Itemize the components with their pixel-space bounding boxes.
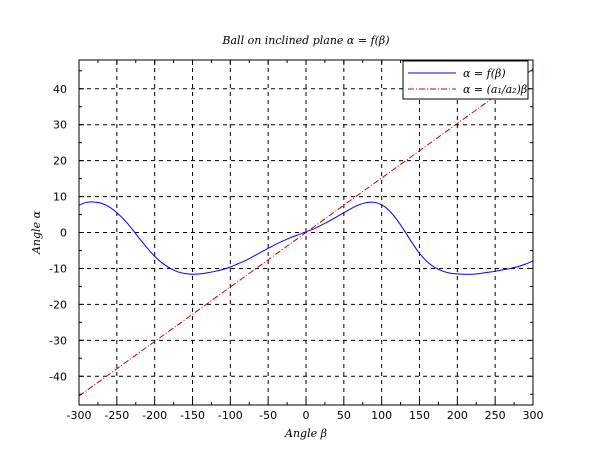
y-tick-label: 20 xyxy=(53,155,67,168)
y-tick-label: 40 xyxy=(53,83,67,96)
x-tick-label: 150 xyxy=(409,409,430,422)
chart-title: Ball on inclined plane α = f(β) xyxy=(221,34,389,47)
y-tick-label: -40 xyxy=(49,370,67,383)
ticks: -300 -250 -200 -150 -100 -50 0 50 100 150 200 250 30… xyxy=(49,60,544,422)
x-tick-label: -100 xyxy=(218,409,243,422)
x-axis-title: Angle β xyxy=(284,427,327,440)
plot-area xyxy=(78,68,534,397)
x-tick-label: -150 xyxy=(180,409,205,422)
x-tick-label: -250 xyxy=(104,409,129,422)
legend: α = f(β) α = (a₁/a₂)β xyxy=(402,60,529,100)
legend-label-f-beta: α = f(β) xyxy=(463,67,506,80)
y-tick-label: -10 xyxy=(49,262,67,275)
y-tick-label: 10 xyxy=(53,191,67,204)
legend-box xyxy=(402,60,529,100)
legend-label-linear: α = (a₁/a₂)β xyxy=(463,83,527,96)
y-tick-label: -20 xyxy=(49,298,67,311)
x-tick-label: 100 xyxy=(371,409,392,422)
x-tick-label: -300 xyxy=(67,409,92,422)
x-tick-label: -50 xyxy=(259,409,277,422)
x-tick-label: -200 xyxy=(142,409,167,422)
x-tick-label: 50 xyxy=(337,409,351,422)
y-tick-label: 0 xyxy=(60,227,67,240)
series-line-linear xyxy=(78,68,534,397)
y-tick-label: -30 xyxy=(49,334,67,347)
series-line-f-beta xyxy=(78,201,534,275)
y-axis-title: Angle α xyxy=(30,210,43,255)
y-tick-label: 30 xyxy=(53,119,67,132)
x-tick-label: 300 xyxy=(523,409,544,422)
x-tick-label: 250 xyxy=(485,409,506,422)
x-tick-label: 200 xyxy=(447,409,468,422)
x-tick-label: 0 xyxy=(303,409,310,422)
